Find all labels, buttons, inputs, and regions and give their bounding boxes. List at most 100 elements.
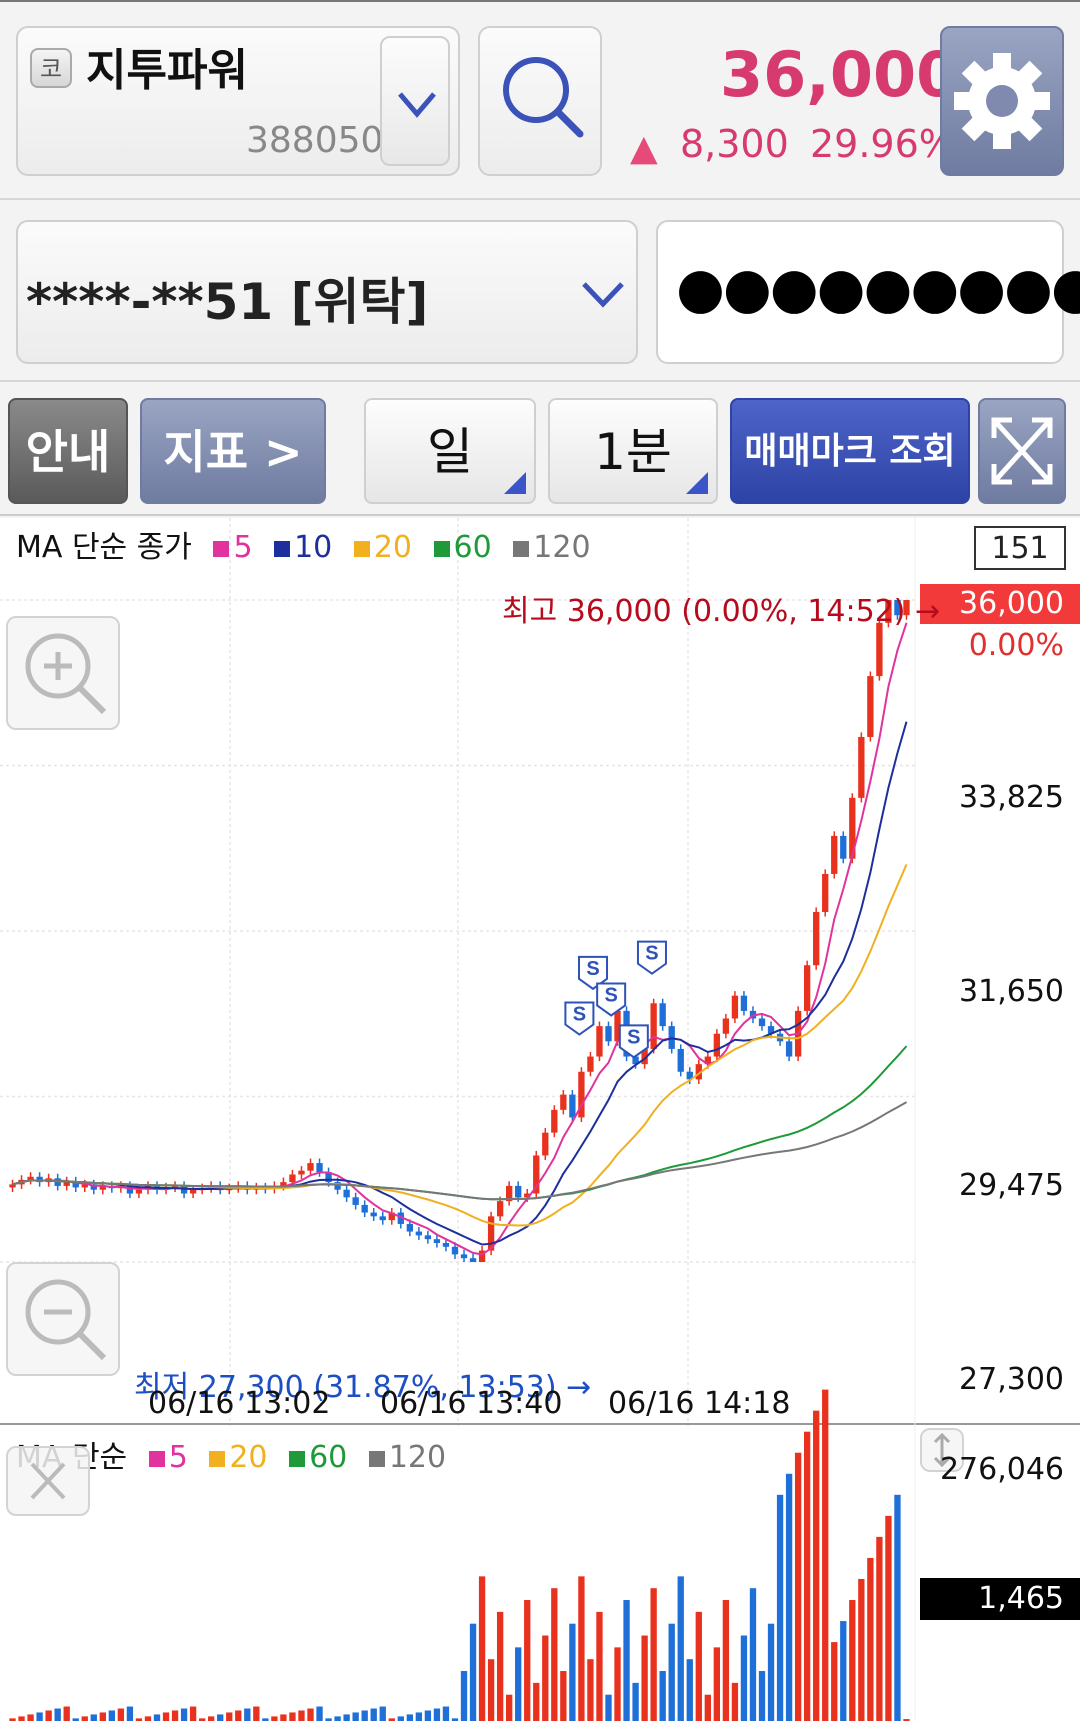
volume-bar (334, 1716, 341, 1721)
volume-bar (135, 1718, 143, 1721)
candle-body (533, 1155, 540, 1194)
volume-bar (217, 1714, 224, 1721)
volume-bar (551, 1588, 558, 1721)
volume-bar (198, 1718, 206, 1721)
candle-body (460, 1254, 468, 1259)
candle-body (27, 1176, 34, 1180)
volume-bar (289, 1712, 296, 1721)
volume-bar (63, 1706, 70, 1721)
candle-body (686, 1071, 693, 1080)
volume-bar (722, 1600, 730, 1721)
indicator-button[interactable]: 지표 > (140, 398, 326, 504)
candle-body (731, 995, 739, 1019)
period-select[interactable]: 일 (364, 398, 536, 504)
volume-bar (451, 1718, 459, 1721)
candle-body (849, 797, 856, 859)
expand-button[interactable] (978, 398, 1066, 504)
volume-bar (858, 1578, 865, 1721)
legend-swatch (213, 541, 230, 557)
candle-body (90, 1184, 97, 1190)
interval-select[interactable]: 1분 (548, 398, 718, 504)
volume-bar (180, 1708, 188, 1721)
zoom-out-button[interactable] (6, 1262, 120, 1376)
dropdown-corner-icon (686, 472, 708, 494)
volume-bar (262, 1718, 269, 1721)
volume-bar (406, 1714, 413, 1721)
candle-body (343, 1189, 350, 1198)
candle-body (451, 1246, 459, 1255)
volume-bar (506, 1694, 513, 1721)
candle-count-box[interactable]: 151 (974, 526, 1066, 570)
y-tick-label: 31,650 (959, 974, 1064, 1009)
candle-body (72, 1181, 79, 1188)
volume-bar (45, 1710, 52, 1721)
expand-icon (991, 417, 1053, 485)
volume-bar (244, 1708, 251, 1721)
candle-body (487, 1216, 495, 1251)
legend-ma20: 20 (373, 530, 412, 565)
volume-bar (307, 1708, 314, 1721)
volume-bar (325, 1718, 332, 1721)
legend-swatch (148, 1451, 165, 1467)
volume-bar (460, 1671, 468, 1721)
volume-bar (740, 1635, 748, 1721)
volume-bar (370, 1708, 377, 1721)
password-field[interactable] (656, 220, 1064, 364)
candle-body (478, 1250, 486, 1262)
zoom-in-button[interactable] (6, 616, 120, 730)
volume-bar (767, 1623, 775, 1721)
search-button[interactable] (478, 26, 602, 176)
candle-body (650, 1003, 657, 1049)
volume-bar (840, 1621, 847, 1721)
volume-bar (659, 1671, 666, 1721)
account-selector[interactable] (16, 220, 638, 364)
current-volume-tag: 1,465 (920, 1578, 1080, 1620)
candle-body (424, 1235, 432, 1240)
candle-body (569, 1094, 576, 1118)
candle-body (379, 1216, 386, 1221)
candle-body (63, 1181, 70, 1186)
volume-bar (885, 1515, 892, 1721)
candle-body (415, 1231, 423, 1236)
volume-bar (90, 1714, 97, 1721)
volume-bar (171, 1710, 179, 1721)
volume-bar (749, 1588, 757, 1721)
volume-bar (596, 1611, 603, 1721)
close-volume-button[interactable] (6, 1446, 90, 1516)
candle-body (605, 1026, 612, 1042)
stock-dropdown-button[interactable] (380, 36, 450, 166)
candle-body (307, 1163, 314, 1171)
trade-mark-button[interactable]: 매매마크 조회 (730, 398, 970, 504)
account-number: ****-**51 [위탁] (26, 273, 429, 331)
volume-bar (867, 1557, 874, 1721)
candle-body (713, 1033, 721, 1057)
close-icon (30, 1462, 66, 1500)
candle-body (189, 1189, 197, 1194)
stock-name[interactable]: 지투파워 (86, 45, 248, 96)
resize-handle[interactable] (920, 1428, 964, 1472)
price-change: 8,300 (680, 122, 789, 166)
volume-bar (822, 1389, 829, 1721)
candle-body (840, 835, 847, 859)
volume-bar (605, 1694, 612, 1721)
interval-label: 1분 (594, 423, 672, 481)
volume-bar (903, 1719, 910, 1721)
volume-bar (253, 1706, 260, 1721)
legend-swatch (513, 541, 530, 557)
volume-bar (542, 1635, 549, 1721)
candle-body (180, 1185, 188, 1194)
volume-bar (496, 1611, 504, 1721)
volume-bar (81, 1716, 88, 1721)
settings-button[interactable] (940, 26, 1064, 176)
volume-bar (713, 1647, 721, 1721)
candle-body (867, 676, 874, 737)
candle-body (334, 1182, 341, 1190)
legend-ma60: 60 (453, 530, 492, 565)
legend-swatch (209, 1451, 226, 1467)
ma-line-60 (12, 1045, 908, 1201)
volume-bar (641, 1635, 648, 1721)
legend-ma120: 120 (533, 530, 591, 565)
guide-button[interactable]: 안내 (8, 398, 128, 504)
legend-swatch (353, 541, 370, 557)
